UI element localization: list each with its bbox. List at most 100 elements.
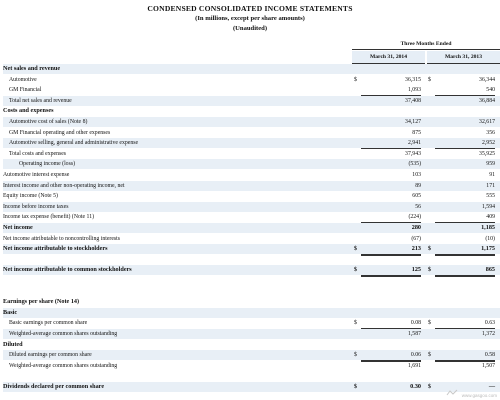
row-label: Net income attributable to noncontrollin… [3,235,121,242]
period-rule [352,49,500,50]
value-2014: 34,127 [405,119,421,125]
row-label: GM Financial [9,87,42,94]
currency-symbol: $ [428,352,431,359]
currency-symbol: $ [428,76,431,83]
value-2013: 32,617 [479,119,495,125]
table-row: Diluted earnings per common share $ $0.06 0… [3,350,500,363]
table-row: Diluted [3,340,500,350]
spacer-row [3,287,500,297]
watermark-text: www.gasgoo.com [461,393,497,398]
table-row: Weighted-average common shares outstandi… [3,361,500,371]
row-label: Automotive cost of sales (Note 8) [9,119,88,125]
value-2014: (67) [361,234,421,245]
row-label: Equity income (Note 5) [3,193,58,200]
value-2013: 1,185 [481,224,495,231]
value-2013: 1,175 [435,244,495,257]
table-row: Earnings per share (Note 14) [3,297,500,307]
row-label: Total costs and expenses [9,150,67,157]
row-label: Earnings per share (Note 14) [3,298,80,306]
row-label: Net sales and revenue [3,65,61,72]
value-2014: 1,587 [407,331,421,337]
table-row: Costs and expenses [3,106,500,116]
value-2013: 171 [486,182,495,189]
spacer-row [3,276,500,286]
row-label: Basic earnings per common share [9,320,88,327]
value-2014: 875 [412,129,421,136]
table-row: Net income attributable to noncontrollin… [3,234,500,245]
currency-symbol: $ [428,267,431,274]
value-2014: 605 [412,193,421,200]
value-2014: 1,093 [361,85,421,97]
value-2013: 36,884 [479,97,495,104]
value-2014: 36,315 [405,76,421,83]
row-label: Costs and expenses [3,107,54,115]
table-row: Net income attributable to stockholders $… [3,244,500,257]
row-label: Automotive selling, general and administ… [9,140,139,147]
table-row: Income before income taxes 56 1,594 [3,201,500,212]
statement-title: CONDENSED CONSOLIDATED INCOME STATEMENTS [147,4,353,13]
table-row: Interest income and other non-operating … [3,180,500,191]
table-row: Total net sales and revenue 37,408 36,884 [3,95,500,106]
row-label: Weighted-average common shares outstandi… [9,331,118,337]
value-2014: 37,943 [361,149,421,160]
value-2013: 1,372 [481,331,495,337]
currency-symbol: $ [354,246,357,253]
column-header-2014: March 31, 2014 [352,51,425,64]
table-row: Basic [3,307,500,318]
table-row: Net income 280 1,185 [3,223,500,233]
unaudited-note: (Unaudited) [232,25,268,32]
statement-subtitle: (In millions, except per share amounts) [195,15,305,22]
currency-symbol: $ [354,352,357,359]
value-2013: 0.58 [435,350,495,363]
table-row: Automotive interest expense 103 91 [3,170,500,180]
currency-symbol: $ [354,267,357,274]
row-label: Net income attributable to stockholders [3,245,108,253]
currency-symbol: $ [354,320,357,327]
spacer-row [3,255,500,265]
table-row: Total costs and expenses 37,943 35,925 [3,149,500,160]
table-row: GM Financial operating and other expense… [3,128,500,138]
table-row: Income tax expense (benefit) (Note 11) (2… [3,212,500,224]
value-2014: 0.30 [410,383,421,390]
table-row: Automotive $ $36,315 36,344 [3,75,500,85]
column-header-2013: March 31, 2013 [427,51,500,64]
currency-symbol: $ [354,384,357,390]
row-label: Operating income (loss) [19,161,76,168]
value-2014: 0.06 [361,350,421,363]
table-row: Automotive cost of sales (Note 8) 34,127 3… [3,117,500,127]
currency-symbol: $ [428,320,431,327]
value-2013: 35,925 [435,149,495,160]
table-row: Operating income (loss) (535) 959 [3,159,500,170]
value-2013: — [488,383,495,390]
table-row: Equity income (Note 5) 605 555 [3,191,500,201]
value-2014: 213 [361,244,421,257]
value-2014: (535) [408,161,421,168]
watermark-logo-icon [446,389,458,396]
table-row: Net sales and revenue [3,64,500,74]
currency-symbol: $ [354,76,357,83]
row-label: Weighted-average common shares outstandi… [9,362,118,369]
value-2013: 409 [435,212,495,224]
table-row: Net income attributable to common stockh… [3,265,500,278]
value-2014: 2,941 [361,138,421,150]
row-label: Interest income and other non-operating … [3,182,125,189]
value-2013: (10) [435,234,495,245]
value-2013: 91 [489,172,495,178]
value-2013: 555 [486,193,495,200]
row-label: Dividends declared per common share [3,383,105,390]
value-2014: 280 [411,224,421,231]
row-label: Net income attributable to common stockh… [3,266,132,274]
row-label: Income tax expense (benefit) (Note 11) [3,214,95,221]
value-2013: 1,507 [481,362,495,369]
value-2013: 540 [435,85,495,97]
value-2014: 37,408 [405,97,421,104]
value-2014: 103 [412,172,421,178]
value-2014: 89 [415,182,421,189]
currency-symbol: $ [428,384,431,390]
row-label: GM Financial operating and other expense… [9,129,111,136]
table-row: Weighted-average common shares outstandi… [3,329,500,339]
value-2014: (224) [361,212,421,224]
value-2013: 36,344 [479,76,495,83]
